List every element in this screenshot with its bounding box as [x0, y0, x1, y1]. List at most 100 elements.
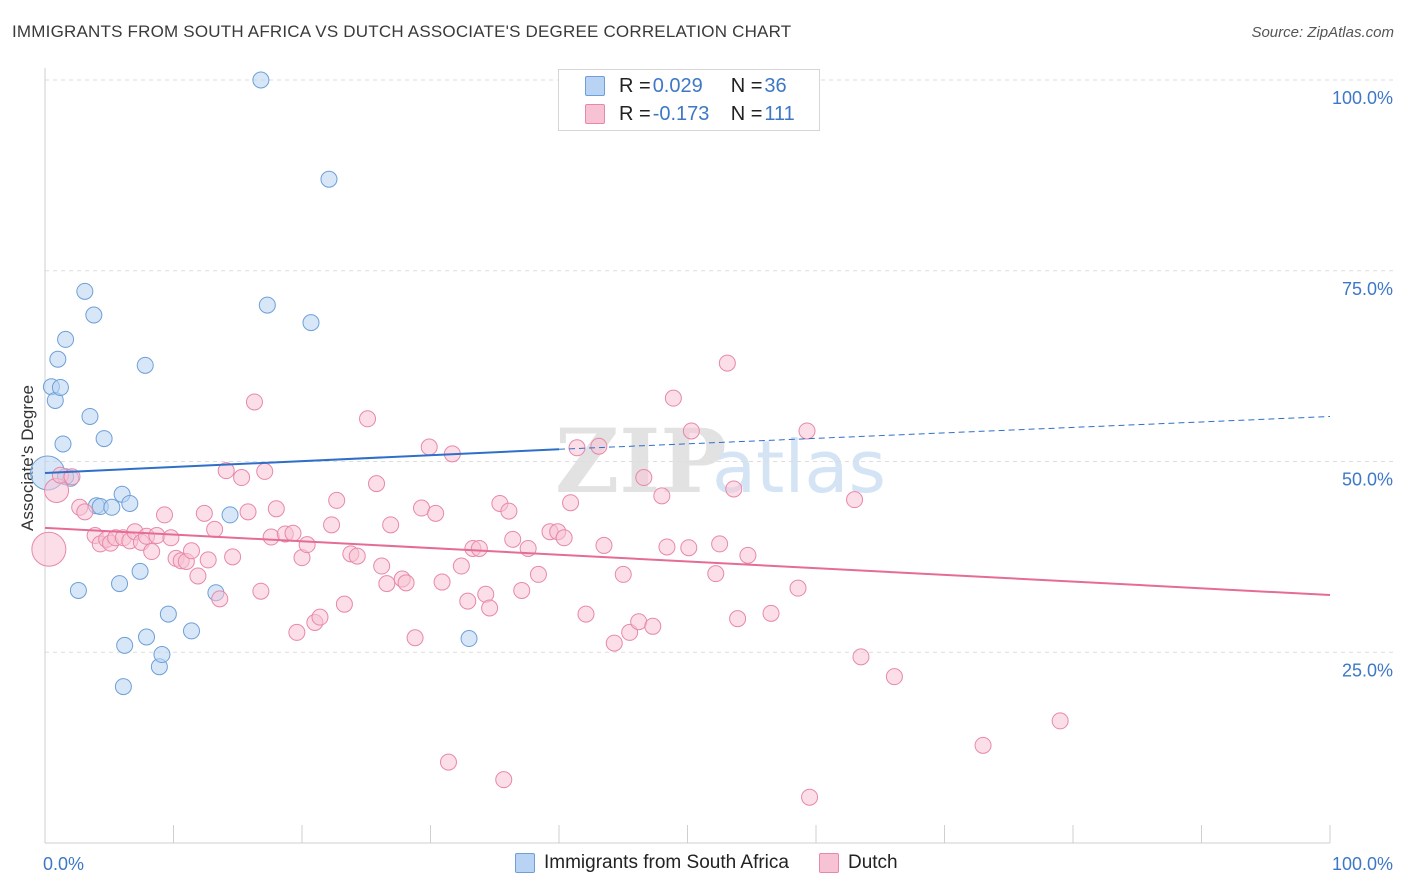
point-dutch — [368, 475, 386, 493]
point-dutch — [459, 592, 477, 610]
point-immigrants — [121, 494, 139, 512]
point-dutch — [199, 551, 217, 569]
point-dutch — [217, 462, 235, 480]
trendline-dutch — [44, 526, 1331, 597]
point-immigrants — [103, 498, 121, 516]
point-dutch — [801, 788, 819, 806]
point-dutch — [500, 502, 518, 520]
point-dutch — [555, 529, 573, 547]
point-dutch — [1051, 712, 1069, 730]
point-immigrants — [111, 575, 129, 593]
point-immigrants — [153, 646, 171, 664]
point-dutch — [298, 536, 316, 554]
legend-n-value: 36 — [764, 74, 787, 97]
point-dutch — [182, 542, 200, 560]
point-dutch — [725, 480, 743, 498]
point-dutch — [635, 469, 653, 487]
correlation-legend: R = 0.029 N = 36 R = -0.173 N = 111 — [558, 69, 820, 131]
point-immigrants — [57, 330, 75, 348]
point-dutch — [762, 604, 780, 622]
point-dutch — [267, 500, 285, 518]
legend-n-value: 111 — [764, 102, 795, 125]
point-dutch — [206, 520, 224, 538]
legend-n-label: N = — [730, 74, 763, 97]
point-dutch — [189, 567, 207, 585]
point-dutch — [359, 410, 377, 428]
point-dutch — [284, 524, 302, 542]
point-dutch — [148, 527, 166, 545]
point-dutch — [397, 574, 415, 592]
point-immigrants — [76, 282, 94, 300]
point-dutch — [288, 623, 306, 641]
legend-row-dutch: R = -0.173 N = 111 — [585, 102, 795, 126]
point-dutch — [852, 648, 870, 666]
point-immigrants — [258, 296, 276, 314]
point-dutch — [211, 590, 229, 608]
point-dutch — [323, 516, 341, 534]
trendline-immigrants — [44, 448, 560, 474]
point-immigrants — [114, 678, 132, 696]
series-legend: Immigrants from South Africa Dutch — [515, 852, 928, 874]
point-dutch — [590, 437, 608, 455]
point-dutch — [653, 487, 671, 505]
point-dutch — [513, 581, 531, 599]
point-dutch — [373, 557, 391, 575]
chart-title: IMMIGRANTS FROM SOUTH AFRICA VS DUTCH AS… — [12, 22, 792, 41]
point-dutch — [433, 573, 451, 591]
point-dutch — [562, 494, 580, 512]
point-dutch — [718, 354, 736, 372]
point-dutch — [682, 422, 700, 440]
point-dutch — [224, 548, 242, 566]
point-dutch — [481, 599, 499, 617]
point-immigrants — [252, 71, 270, 89]
legend-item-dutch[interactable]: Dutch — [818, 852, 898, 874]
point-immigrants — [320, 170, 338, 188]
point-dutch — [630, 613, 648, 631]
point-immigrants — [49, 350, 67, 368]
point-immigrants — [51, 378, 69, 396]
point-dutch — [427, 504, 445, 522]
point-dutch — [504, 530, 522, 548]
legend-r-value: -0.173 — [652, 102, 710, 125]
point-dutch — [664, 389, 682, 407]
point-immigrants — [460, 630, 478, 648]
point-dutch — [76, 503, 94, 521]
source-label: Source: ZipAtlas.com — [1251, 24, 1394, 41]
point-dutch — [568, 439, 586, 457]
point-dutch — [252, 582, 270, 600]
point-dutch — [658, 538, 676, 556]
legend-label-immigrants: Immigrants from South Africa — [544, 852, 789, 873]
point-immigrants — [131, 562, 149, 580]
point-dutch — [798, 422, 816, 440]
point-dutch — [470, 539, 488, 557]
point-dutch — [348, 547, 366, 565]
point-dutch — [311, 608, 329, 626]
point-immigrants — [81, 407, 99, 425]
legend-r-value: 0.029 — [652, 74, 703, 97]
point-dutch — [195, 504, 213, 522]
legend-r-label: R = — [619, 74, 651, 97]
point-immigrants — [85, 306, 103, 324]
point-dutch — [156, 506, 174, 524]
legend-swatch-pink — [585, 104, 605, 124]
point-dutch — [595, 536, 613, 554]
point-dutch — [335, 595, 353, 613]
point-dutch — [233, 469, 251, 487]
point-dutch — [378, 575, 396, 593]
legend-label-dutch: Dutch — [847, 852, 898, 873]
point-dutch — [885, 668, 903, 686]
point-immigrants — [69, 581, 87, 599]
point-dutch — [406, 629, 424, 647]
point-immigrants — [159, 605, 177, 623]
legend-n-label: N = — [730, 102, 763, 125]
point-dutch — [256, 462, 274, 480]
trendline-immigrants-extension — [558, 415, 1331, 450]
legend-item-immigrants[interactable]: Immigrants from South Africa — [515, 852, 789, 874]
point-dutch — [974, 736, 992, 754]
point-immigrants — [221, 506, 239, 524]
x-tick-label: 0.0% — [43, 854, 84, 874]
point-dutch — [529, 565, 547, 583]
point-immigrants — [182, 622, 200, 640]
point-dutch — [605, 634, 623, 652]
